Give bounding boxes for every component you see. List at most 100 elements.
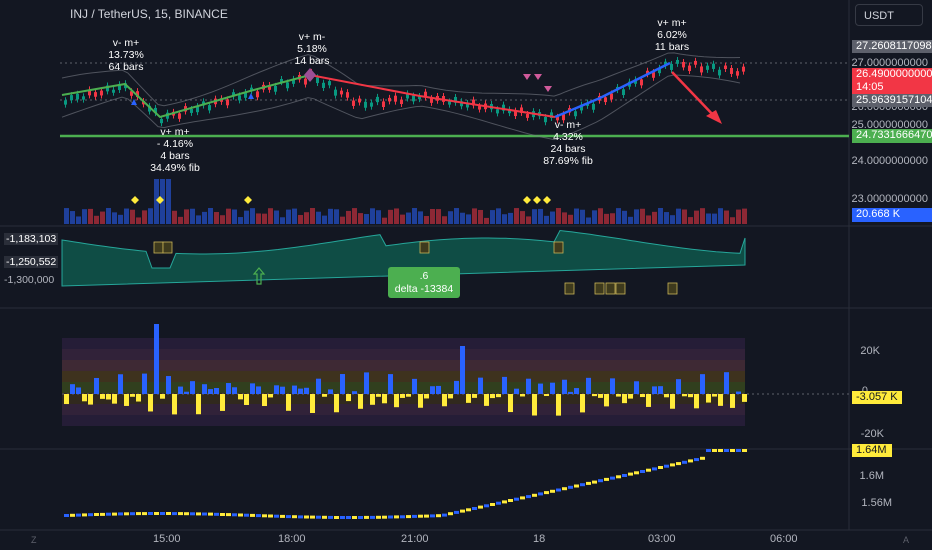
delta-bar (478, 377, 483, 394)
grid-lines (0, 0, 932, 531)
volume-bar (520, 211, 525, 224)
delta-bar (592, 394, 597, 397)
bottom-step (334, 516, 339, 519)
currency-selector[interactable]: USDT (855, 4, 923, 26)
support-price-badge: 24.7331666470 (852, 129, 932, 143)
candle-body (178, 113, 181, 119)
volume-bar (256, 213, 261, 224)
delta-tick: -20K (860, 428, 884, 440)
candle-body (100, 90, 103, 96)
candle-body (238, 95, 241, 101)
bottom-step (160, 512, 165, 515)
candle-body (136, 91, 139, 98)
swing-annotation: v+ m- 5.18% 14 bars (294, 31, 330, 67)
signal-diamond (523, 196, 531, 204)
delta-bar (160, 394, 165, 399)
candle-body (670, 63, 673, 70)
bottom-step (286, 515, 291, 519)
delta-bar (190, 381, 195, 394)
upper-band (61, 52, 741, 107)
delta-bar (676, 379, 681, 394)
candle-body (496, 109, 499, 114)
bottom-step (544, 491, 549, 495)
volume-bar (370, 208, 375, 224)
delta-bar (268, 394, 273, 398)
candle-body (742, 66, 745, 72)
cvd-area (61, 229, 746, 295)
delta-bar (250, 383, 255, 394)
bottom-step (460, 509, 465, 513)
bottom-step (484, 504, 489, 508)
bottom-step (616, 475, 621, 479)
candle-body (676, 59, 679, 64)
volume-bar (262, 213, 267, 224)
delta-bar (196, 394, 201, 415)
scroll-left-icon[interactable]: Z (31, 535, 37, 545)
delta-bar (166, 376, 171, 394)
delta-bar (274, 385, 279, 394)
volume-bar (82, 209, 87, 224)
last-price-badge: 26.4900000000 14:05 (852, 68, 932, 94)
volume-bar (172, 210, 177, 224)
candle-body (664, 61, 667, 66)
delta-bar (652, 386, 657, 394)
volume-bar (70, 211, 75, 224)
delta-bar (148, 394, 153, 412)
candle-body (718, 69, 721, 76)
bottom-step (556, 488, 561, 492)
price-tick: 23.0000000000 (851, 193, 928, 205)
volume-bar (640, 208, 645, 224)
delta-bar (484, 394, 489, 406)
candle-body (730, 67, 733, 74)
candle-body (376, 96, 379, 103)
delta-badge: -3.057 K (852, 391, 902, 404)
candle-body (688, 65, 691, 72)
delta-bar (454, 380, 459, 394)
candle-body (526, 114, 529, 118)
bottom-step (370, 515, 375, 519)
bottom-step (490, 503, 495, 506)
delta-bar (442, 394, 447, 407)
volume-bar (286, 209, 291, 224)
volume-bar (202, 211, 207, 224)
volume-bar (454, 208, 459, 224)
delta-bar (598, 394, 603, 398)
candle-body (244, 92, 247, 98)
candle-body (658, 67, 661, 74)
volume-bar (664, 212, 669, 224)
price-tick: 24.0000000000 (851, 155, 928, 167)
bottom-tick: 1.56M (861, 497, 892, 509)
bottom-step (322, 515, 327, 519)
candle-body (592, 103, 595, 110)
time-tick: 03:00 (648, 533, 676, 545)
volume-bar (646, 215, 651, 224)
volume-bar (616, 208, 621, 224)
delta-bar (262, 394, 267, 407)
delta-bar (64, 394, 69, 405)
delta-bar (70, 384, 75, 394)
bottom-indicator (64, 449, 747, 519)
cvd-tick: -1,300,000 (4, 274, 55, 286)
bottom-step (502, 500, 507, 504)
candle-body (466, 102, 469, 108)
volume-bar (328, 208, 333, 224)
signal-diamond (131, 196, 139, 204)
up-triangle-icon (131, 99, 137, 105)
bottom-step (730, 449, 735, 452)
bottom-step (568, 485, 573, 489)
bottom-step (382, 515, 387, 519)
delta-tick: 20K (860, 345, 880, 357)
up-arrow-icon (252, 267, 266, 285)
candle-body (622, 89, 625, 96)
candle-body (418, 95, 421, 100)
volume-bar (694, 210, 699, 224)
auto-scale-icon[interactable]: A (903, 535, 910, 545)
delta-bar (532, 394, 537, 416)
bottom-step (646, 468, 651, 472)
volume-bar (634, 209, 639, 224)
last-price: 26.4900000000 (856, 68, 932, 80)
candle-body (502, 104, 505, 111)
delta-bar (340, 374, 345, 394)
bottom-step (712, 449, 717, 452)
